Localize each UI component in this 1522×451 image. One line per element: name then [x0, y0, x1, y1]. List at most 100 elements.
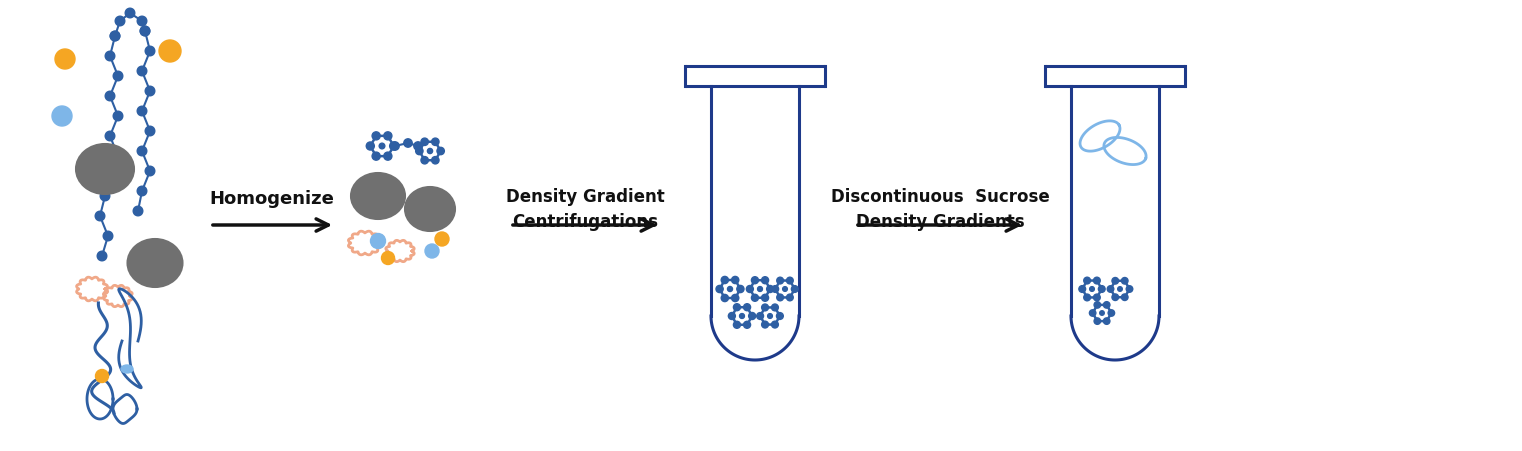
Circle shape	[782, 287, 787, 292]
Circle shape	[97, 252, 107, 261]
Circle shape	[791, 286, 798, 293]
Circle shape	[772, 322, 778, 328]
Circle shape	[110, 32, 120, 41]
Circle shape	[761, 295, 769, 302]
Circle shape	[776, 277, 784, 284]
Ellipse shape	[76, 145, 134, 194]
Circle shape	[758, 287, 763, 292]
Circle shape	[137, 187, 146, 196]
Circle shape	[1117, 287, 1122, 292]
Circle shape	[740, 314, 744, 319]
Circle shape	[715, 286, 723, 293]
Circle shape	[422, 157, 428, 165]
Circle shape	[96, 212, 105, 221]
Circle shape	[761, 304, 769, 311]
Circle shape	[137, 17, 146, 27]
Circle shape	[145, 167, 155, 176]
Circle shape	[761, 277, 769, 284]
Circle shape	[1079, 286, 1085, 293]
Circle shape	[728, 287, 732, 292]
Circle shape	[145, 47, 155, 57]
Ellipse shape	[128, 239, 183, 287]
Circle shape	[145, 127, 155, 137]
Circle shape	[1103, 302, 1110, 308]
Circle shape	[379, 144, 385, 149]
Circle shape	[414, 143, 422, 151]
Circle shape	[437, 148, 444, 155]
Circle shape	[113, 112, 123, 121]
Circle shape	[370, 234, 385, 249]
Text: Homogenize: Homogenize	[210, 189, 335, 207]
Circle shape	[134, 207, 143, 216]
Circle shape	[105, 92, 114, 101]
Circle shape	[752, 295, 758, 302]
Circle shape	[113, 152, 123, 161]
Circle shape	[767, 286, 773, 293]
Circle shape	[1093, 295, 1100, 301]
Circle shape	[744, 304, 750, 311]
Ellipse shape	[405, 188, 455, 231]
Circle shape	[140, 27, 149, 37]
Circle shape	[1090, 287, 1094, 292]
Circle shape	[371, 133, 380, 141]
Circle shape	[1093, 277, 1100, 284]
Circle shape	[787, 295, 793, 301]
Circle shape	[1126, 286, 1132, 293]
Circle shape	[384, 153, 391, 161]
Circle shape	[105, 132, 114, 142]
Circle shape	[116, 17, 125, 27]
Circle shape	[767, 314, 772, 319]
Circle shape	[1099, 286, 1105, 293]
Circle shape	[1090, 310, 1096, 317]
Circle shape	[761, 322, 769, 328]
Circle shape	[137, 107, 146, 116]
Circle shape	[96, 370, 108, 382]
Circle shape	[390, 143, 397, 151]
Circle shape	[382, 252, 394, 265]
Circle shape	[113, 72, 123, 82]
Circle shape	[746, 286, 753, 293]
Circle shape	[371, 153, 380, 161]
Circle shape	[734, 322, 740, 329]
Circle shape	[787, 277, 793, 284]
Circle shape	[1084, 295, 1090, 301]
Ellipse shape	[122, 365, 132, 373]
Circle shape	[1103, 318, 1110, 325]
Circle shape	[145, 87, 155, 97]
Circle shape	[744, 322, 750, 329]
Circle shape	[1084, 277, 1090, 284]
Circle shape	[403, 139, 412, 148]
Circle shape	[425, 244, 438, 258]
Circle shape	[52, 107, 72, 127]
Circle shape	[721, 295, 729, 302]
Circle shape	[756, 313, 764, 320]
Circle shape	[110, 32, 120, 41]
Circle shape	[125, 9, 135, 19]
Text: Density Gradients: Density Gradients	[855, 212, 1024, 230]
Circle shape	[772, 286, 779, 293]
Circle shape	[749, 313, 755, 320]
Circle shape	[1108, 310, 1114, 317]
Circle shape	[416, 148, 423, 155]
Circle shape	[734, 304, 740, 311]
Circle shape	[428, 149, 432, 154]
Circle shape	[1100, 311, 1105, 316]
Circle shape	[137, 147, 146, 156]
Circle shape	[422, 139, 428, 146]
Circle shape	[435, 232, 449, 246]
Circle shape	[1094, 318, 1100, 325]
Text: Centrifugations: Centrifugations	[511, 212, 658, 230]
Circle shape	[105, 52, 114, 62]
Circle shape	[737, 286, 744, 293]
Circle shape	[158, 41, 181, 63]
Circle shape	[384, 133, 391, 141]
Circle shape	[107, 172, 117, 181]
Circle shape	[1122, 295, 1128, 301]
Circle shape	[100, 192, 110, 201]
Circle shape	[772, 304, 778, 311]
Circle shape	[732, 277, 738, 284]
Circle shape	[140, 27, 149, 37]
Circle shape	[1113, 278, 1119, 285]
Circle shape	[432, 139, 438, 146]
Circle shape	[776, 313, 784, 320]
